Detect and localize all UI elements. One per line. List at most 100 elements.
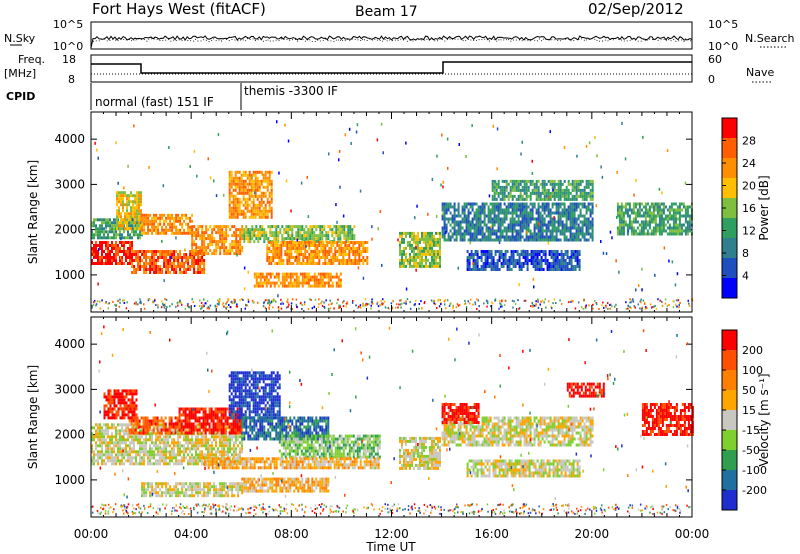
heatmap-cell bbox=[262, 200, 265, 204]
heatmap-cell bbox=[530, 250, 533, 253]
heatmap-cell bbox=[193, 268, 196, 271]
heatmap-cell bbox=[662, 202, 665, 206]
heatmap-cell bbox=[620, 211, 623, 215]
heatmap-cell bbox=[339, 272, 342, 276]
heatmap-cell bbox=[493, 202, 496, 206]
heatmap-cell bbox=[235, 246, 238, 250]
heatmap-cell bbox=[197, 250, 200, 253]
heatmap-cell bbox=[103, 441, 105, 445]
heatmap-cell bbox=[273, 234, 276, 238]
scatter-point bbox=[148, 298, 151, 301]
scatter-point bbox=[519, 204, 521, 208]
heatmap-cell bbox=[554, 250, 557, 253]
heatmap-cell bbox=[498, 256, 501, 259]
heatmap-cell bbox=[459, 223, 462, 227]
heatmap-cell bbox=[270, 188, 273, 192]
heatmap-cell bbox=[457, 202, 460, 206]
heatmap-region bbox=[441, 202, 594, 242]
scatter-point bbox=[112, 300, 114, 303]
heatmap-cell bbox=[189, 216, 192, 220]
heatmap-cell bbox=[321, 228, 324, 232]
heatmap-cell bbox=[562, 265, 565, 268]
heatmap-cell bbox=[441, 202, 444, 206]
heatmap-cell bbox=[465, 220, 468, 224]
heatmap-cell bbox=[345, 231, 348, 235]
heatmap-cell bbox=[314, 241, 317, 244]
scatter-point bbox=[607, 307, 609, 310]
heatmap-cell bbox=[511, 220, 514, 224]
scatter-point bbox=[439, 299, 441, 302]
heatmap-cell bbox=[543, 238, 546, 242]
heatmap-cell bbox=[242, 185, 245, 189]
scatter-point bbox=[486, 302, 489, 305]
heatmap-cell bbox=[511, 229, 514, 233]
heatmap-cell bbox=[399, 240, 401, 244]
heatmap-cell bbox=[293, 281, 296, 285]
heatmap-cell bbox=[116, 227, 118, 231]
heatmap-cell bbox=[506, 262, 509, 265]
heatmap-cell bbox=[337, 237, 340, 241]
heatmap-cell bbox=[270, 256, 273, 259]
heatmap-cell bbox=[97, 426, 99, 430]
heatmap-cell bbox=[270, 194, 273, 198]
heatmap-cell bbox=[103, 453, 105, 457]
heatmap-cell bbox=[583, 194, 586, 198]
heatmap-cell bbox=[119, 441, 121, 445]
scatter-point bbox=[268, 300, 271, 303]
heatmap-cell bbox=[466, 259, 469, 262]
heatmap-cell bbox=[455, 220, 458, 224]
scatter-point bbox=[209, 304, 212, 307]
scatter-point bbox=[164, 305, 167, 308]
heatmap-cell bbox=[537, 179, 540, 183]
heatmap-cell bbox=[119, 453, 121, 457]
heatmap-cell bbox=[193, 265, 196, 268]
heatmap-cell bbox=[328, 259, 331, 262]
heatmap-cell bbox=[503, 214, 506, 218]
heatmap-cell bbox=[203, 265, 206, 268]
scatter-point bbox=[251, 175, 253, 179]
heatmap-cell bbox=[581, 232, 584, 236]
heatmap-cell bbox=[477, 208, 480, 212]
heatmap-cell bbox=[119, 462, 121, 466]
heatmap-cell bbox=[195, 271, 198, 274]
scatter-point bbox=[268, 306, 270, 309]
heatmap-cell bbox=[115, 241, 117, 244]
heatmap-cell bbox=[330, 250, 333, 253]
heatmap-cell bbox=[668, 223, 671, 227]
heatmap-cell bbox=[356, 253, 359, 256]
heatmap-cell bbox=[177, 265, 180, 268]
heatmap-cell bbox=[453, 238, 456, 242]
heatmap-cell bbox=[433, 243, 435, 247]
heatmap-cell bbox=[120, 212, 122, 216]
heatmap-cell bbox=[119, 450, 121, 454]
heatmap-cell bbox=[553, 226, 556, 230]
heatmap-cell bbox=[344, 253, 347, 256]
heatmap-cell bbox=[187, 268, 190, 271]
scatter-point bbox=[584, 306, 587, 309]
scatter-point bbox=[659, 299, 661, 302]
heatmap-cell bbox=[191, 228, 194, 232]
heatmap-cell bbox=[127, 453, 129, 457]
heatmap-cell bbox=[362, 247, 365, 250]
heatmap-cell bbox=[503, 217, 506, 221]
power-data bbox=[91, 120, 694, 310]
heatmap-cell bbox=[261, 275, 264, 279]
heatmap-cell bbox=[547, 194, 550, 198]
heatmap-cell bbox=[541, 179, 544, 183]
heatmap-cell bbox=[236, 185, 239, 189]
heatmap-cell bbox=[219, 240, 222, 244]
heatmap-cell bbox=[327, 275, 330, 279]
heatmap-cell bbox=[443, 226, 446, 230]
heatmap-cell bbox=[518, 262, 521, 265]
heatmap-cell bbox=[306, 256, 309, 259]
heatmap-cell bbox=[161, 271, 164, 274]
heatmap-cell bbox=[479, 211, 482, 215]
heatmap-cell bbox=[203, 231, 206, 235]
heatmap-cell bbox=[571, 208, 574, 212]
heatmap-cell bbox=[569, 214, 572, 218]
heatmap-cell bbox=[330, 262, 333, 265]
heatmap-cell bbox=[113, 253, 115, 256]
heatmap-cell bbox=[183, 253, 186, 256]
heatmap-cell bbox=[576, 262, 579, 265]
heatmap-cell bbox=[187, 256, 190, 259]
